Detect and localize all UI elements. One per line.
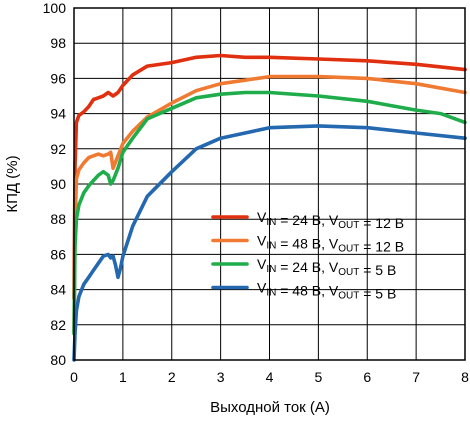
y-tick-label: 92 (50, 141, 66, 157)
y-axis-title: КПД (%) (4, 155, 21, 212)
y-tick-label: 100 (43, 0, 67, 16)
series-line-4 (72, 124, 467, 362)
legend-label-3: VIN = 24 В, VOUT = 5 В (257, 256, 396, 278)
x-tick-label: 8 (461, 369, 469, 385)
y-tick-label: 84 (50, 282, 66, 298)
x-tick-label: 5 (314, 369, 322, 385)
series-line-1 (72, 53, 467, 301)
y-tick-label: 88 (50, 211, 66, 227)
y-tick-label: 90 (50, 176, 66, 192)
x-tick-label: 4 (266, 369, 274, 385)
x-tick-label: 3 (217, 369, 225, 385)
x-tick-label: 7 (412, 369, 420, 385)
grid (74, 8, 465, 360)
y-tick-label: 98 (50, 35, 66, 51)
y-tick-label: 96 (50, 70, 66, 86)
x-tick-label: 6 (363, 369, 371, 385)
y-tick-label: 80 (50, 352, 66, 368)
y-tick-label: 82 (50, 317, 66, 333)
plot-area (72, 53, 467, 362)
x-tick-label: 2 (168, 369, 176, 385)
plot-frame (73, 7, 466, 361)
y-tick-label: 94 (50, 106, 66, 122)
legend-label-4: VIN = 48 В, VOUT = 5 В (257, 280, 396, 302)
legend-label-2: VIN = 48 В, VOUT = 12 В (257, 233, 404, 255)
x-tick-label: 0 (70, 369, 78, 385)
x-tick-label: 1 (119, 369, 127, 385)
legend-label-1: VIN = 24 В, VOUT = 12 В (257, 209, 404, 231)
x-axis-title: Выходной ток (А) (210, 399, 330, 416)
series-line-3 (72, 90, 467, 336)
series-line-2 (72, 74, 467, 334)
y-tick-label: 86 (50, 246, 66, 262)
